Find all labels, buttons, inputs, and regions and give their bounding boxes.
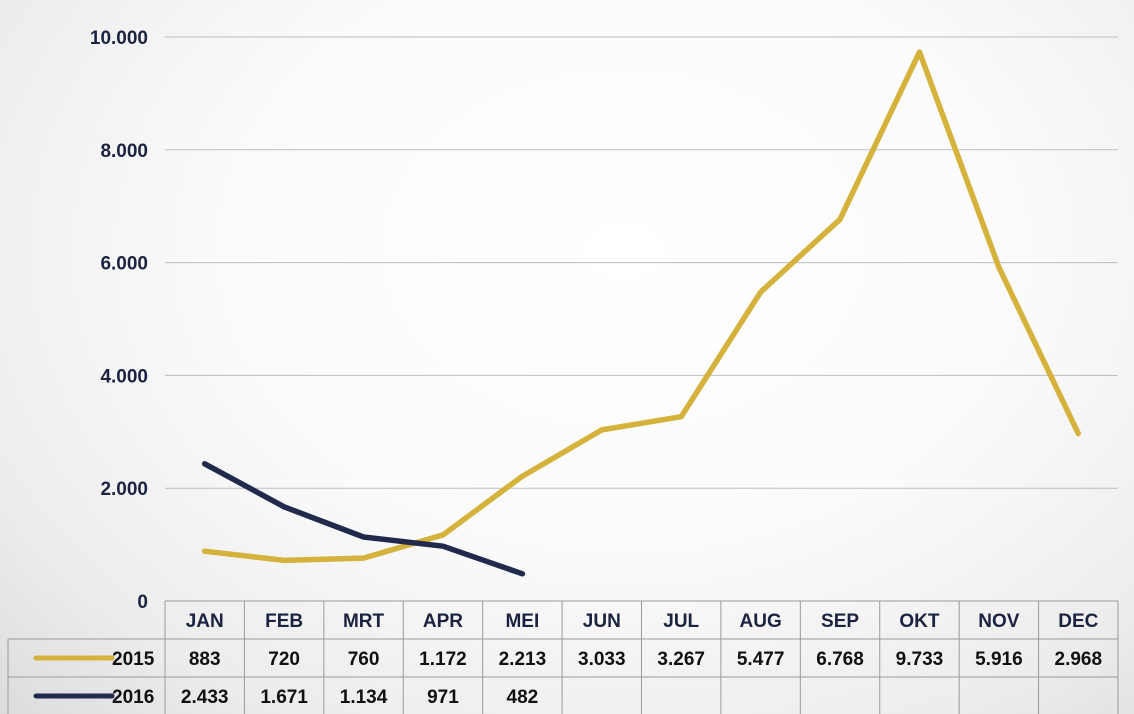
x-category-label: JUN <box>583 611 621 632</box>
data-table-value-2016: 971 <box>427 687 459 708</box>
legend-label-2015: 2015 <box>112 649 155 670</box>
data-table-value-2016: 1.134 <box>340 687 388 708</box>
y-tick-label: 6.000 <box>100 254 148 275</box>
x-category-label: OKT <box>899 611 940 632</box>
y-tick-label: 10.000 <box>90 28 148 49</box>
x-category-label: SEP <box>821 611 859 632</box>
x-category-label: JUL <box>663 611 699 632</box>
data-table-value-2015: 2.213 <box>499 649 547 670</box>
x-category-label: APR <box>423 611 463 632</box>
data-table-value-2015: 6.768 <box>816 649 864 670</box>
y-tick-label: 8.000 <box>100 141 148 162</box>
data-table-value-2015: 3.267 <box>657 649 705 670</box>
y-axis-tick-labels: 0 2.000 4.000 6.000 8.000 10.000 <box>90 28 148 613</box>
legend-label-2016: 2016 <box>112 687 154 708</box>
x-category-label: NOV <box>978 611 1020 632</box>
series-line-2015 <box>201 49 1082 564</box>
data-table-value-2015: 9.733 <box>896 649 944 670</box>
x-category-label: MRT <box>343 611 385 632</box>
x-category-label: FEB <box>265 611 303 632</box>
series-lines <box>201 49 1082 577</box>
x-category-label: JAN <box>186 611 224 632</box>
x-category-label: AUG <box>740 611 782 632</box>
y-tick-label: 2.000 <box>100 479 148 500</box>
x-category-label: DEC <box>1058 611 1098 632</box>
data-table: JAN FEB MRT APR MEI JUN JUL AUG SEP OKT NOV DEC 2015… <box>7 600 1119 714</box>
data-table-value-2016: 2.433 <box>181 687 229 708</box>
data-table-value-2015: 883 <box>189 649 221 670</box>
data-table-value-2016: 482 <box>507 687 539 708</box>
series-line-2016 <box>201 461 526 577</box>
y-tick-label: 0 <box>137 592 148 613</box>
data-table-value-2015: 5.916 <box>975 649 1023 670</box>
data-table-value-2015: 5.477 <box>737 649 785 670</box>
x-category-label: MEI <box>505 611 539 632</box>
gridlines <box>165 36 1118 489</box>
data-table-value-2015: 720 <box>268 649 300 670</box>
data-table-value-2015: 760 <box>348 649 380 670</box>
data-table-value-2016: 1.671 <box>260 687 308 708</box>
y-tick-label: 4.000 <box>100 366 148 387</box>
data-table-value-2015: 1.172 <box>419 649 467 670</box>
data-table-value-2015: 2.968 <box>1055 649 1103 670</box>
data-table-value-2015: 3.033 <box>578 649 626 670</box>
